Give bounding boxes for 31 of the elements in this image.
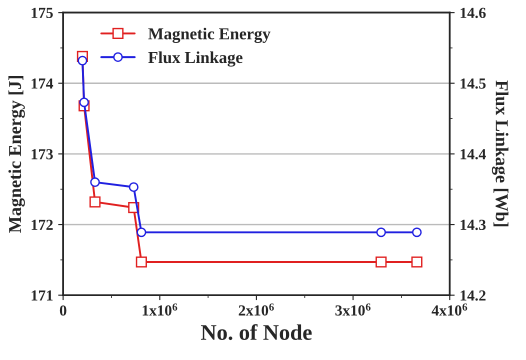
point xyxy=(128,182,139,192)
x-tick-label: 4x10$^{6}$ xyxy=(432,303,468,316)
y-tick-label: 173 xyxy=(32,149,53,160)
point xyxy=(376,227,386,238)
x-axis-title: No. of Node xyxy=(200,324,312,340)
y-tick-label: 175 xyxy=(32,8,53,18)
point xyxy=(79,97,89,108)
point xyxy=(78,56,88,66)
x-tick-label: 2x10$^{6}$ xyxy=(238,303,274,316)
x-tick-label: 1x10$^{6}$ xyxy=(142,303,178,316)
legend-label: Magnetic Energy xyxy=(148,28,270,43)
y2-tick-label: 14.2 xyxy=(460,290,486,301)
y2-tick-label: 14.6 xyxy=(460,8,486,18)
y-tick-label: 172 xyxy=(32,220,53,230)
legend-label: Flux Linkage xyxy=(148,51,242,67)
y2-axis-title: Flux Linkage [Wb] xyxy=(492,80,508,226)
point xyxy=(136,256,147,268)
y2-tick-label: 14.5 xyxy=(460,78,486,89)
y-tick-label: 171 xyxy=(32,290,53,300)
y2-tick-label: 14.3 xyxy=(460,220,486,230)
x-tick-label: 3x10$^{6}$ xyxy=(335,303,371,316)
point xyxy=(412,227,422,238)
y-tick-label: 174 xyxy=(32,78,54,89)
x-tick-label: 0 xyxy=(60,305,66,316)
point xyxy=(376,256,387,268)
y2-tick-label: 14.4 xyxy=(460,149,486,160)
point xyxy=(89,196,101,208)
point xyxy=(90,177,100,188)
point xyxy=(136,227,146,238)
y-axis-title: Magnetic Energy [J] xyxy=(8,76,25,233)
point xyxy=(411,256,422,268)
